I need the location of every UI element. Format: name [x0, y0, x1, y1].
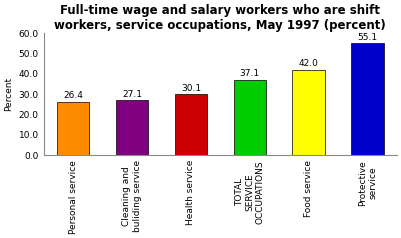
Text: 27.1: 27.1	[122, 90, 142, 99]
Text: 42.0: 42.0	[299, 60, 318, 69]
Bar	[116, 100, 148, 155]
Bar	[175, 94, 207, 155]
Text: 55.1: 55.1	[357, 33, 377, 42]
Text: 30.1: 30.1	[181, 84, 201, 93]
Y-axis label: Percent: Percent	[4, 77, 13, 111]
Text: 26.4: 26.4	[63, 91, 83, 100]
Title: Full-time wage and salary workers who are shift
workers, service occupations, Ma: Full-time wage and salary workers who ar…	[55, 4, 386, 32]
Bar	[57, 102, 89, 155]
Bar	[351, 43, 384, 155]
Bar	[233, 80, 266, 155]
Text: 37.1: 37.1	[240, 69, 260, 78]
Bar	[292, 70, 325, 155]
